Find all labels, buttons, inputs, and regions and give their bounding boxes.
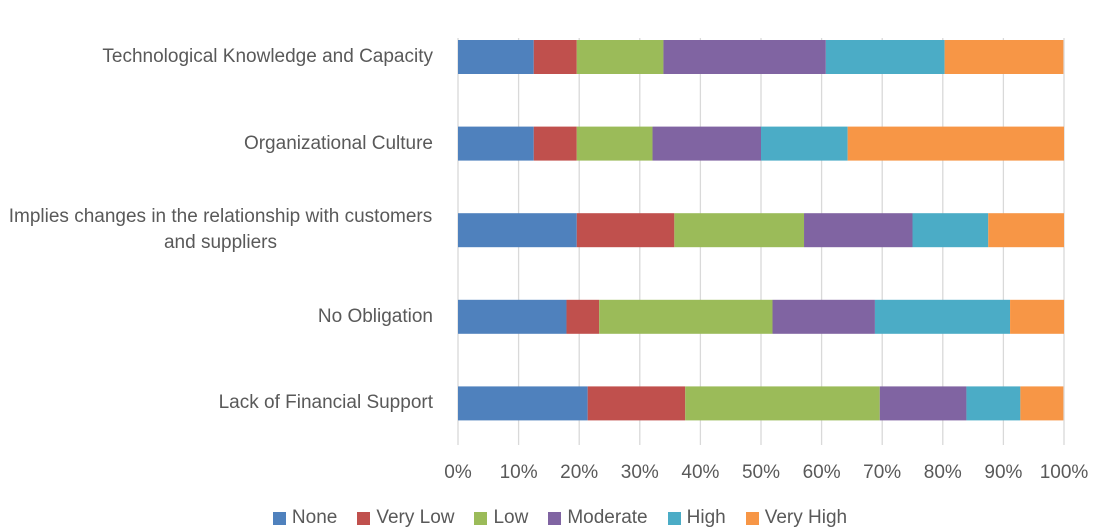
bar-segment — [458, 213, 577, 248]
x-tick-label: 100% — [1039, 462, 1089, 483]
bar-segment — [825, 40, 945, 74]
legend-swatch — [667, 511, 681, 525]
legend-label: Very Low — [376, 507, 455, 528]
legend-swatch — [745, 511, 759, 525]
bar-segment — [458, 126, 534, 161]
x-tick-label: 30% — [620, 462, 659, 483]
bar-segment — [685, 386, 880, 421]
bar-segment — [879, 386, 967, 421]
category-label: Technological Knowledge and Capacity — [102, 27, 433, 87]
bar-segment — [576, 213, 675, 248]
bar-segment — [988, 213, 1064, 248]
bar-segment — [458, 386, 588, 421]
bar-segment — [587, 386, 686, 421]
x-tick-label: 40% — [681, 462, 720, 483]
bar-segment — [533, 126, 577, 161]
legend-label: None — [291, 507, 338, 528]
legend-label: Low — [493, 507, 529, 528]
x-tick-label: 50% — [741, 462, 781, 483]
category-label: Lack of Financial Support — [219, 373, 433, 433]
legend-item: Moderate — [548, 507, 648, 529]
legend: None Very Low Low Moderate High Very High — [0, 507, 1097, 529]
legend-swatch — [272, 511, 286, 525]
x-tick-label: 20% — [560, 462, 599, 483]
bar-segment — [533, 40, 577, 74]
legend-label: Moderate — [567, 507, 648, 528]
bar-segment — [652, 126, 761, 161]
legend-item: None — [272, 507, 338, 529]
bar-segment — [566, 299, 600, 334]
bar-segment — [772, 299, 875, 334]
bar-segment — [912, 213, 989, 248]
bar-segment — [944, 40, 1064, 74]
bar-segment — [599, 299, 773, 334]
bar-segment — [576, 40, 664, 74]
x-tick-label: 80% — [923, 462, 962, 483]
bar-segment — [847, 126, 1064, 161]
category-text: Technological Knowledge and Capacity — [102, 46, 433, 67]
legend-item: Very High — [745, 507, 848, 529]
legend-item: High — [667, 507, 726, 529]
bar-segment — [1010, 299, 1064, 334]
bar-segment — [576, 126, 653, 161]
bar-segment — [874, 299, 1011, 334]
x-tick-label: 70% — [863, 462, 902, 483]
bar-segment — [761, 126, 848, 161]
legend-swatch — [357, 511, 371, 525]
category-text: Lack of Financial Support — [218, 392, 433, 414]
x-tick-label: 90% — [984, 462, 1023, 483]
category-text: Implies changes in the relationship with… — [8, 206, 433, 254]
bar-segment — [663, 40, 826, 74]
bar-segment — [458, 299, 567, 334]
category-label: Implies changes in the relationship with… — [8, 200, 433, 260]
legend-swatch — [474, 511, 488, 525]
bar-segment — [804, 213, 913, 248]
legend-label: High — [686, 507, 726, 528]
category-text: Organizational Culture — [243, 132, 433, 154]
bar-segment — [674, 213, 805, 248]
bar-segment — [966, 386, 1021, 421]
x-tick-label: 10% — [499, 462, 538, 483]
category-text: No Obligation — [317, 305, 433, 327]
category-label: Organizational Culture — [244, 114, 433, 174]
category-label: No Obligation — [318, 287, 433, 347]
bar-segment — [458, 40, 534, 74]
legend-item: Very Low — [357, 507, 454, 529]
legend-item: Low — [474, 507, 528, 529]
x-tick-label: 60% — [802, 462, 841, 483]
x-tick-label: 0% — [444, 462, 472, 483]
legend-label: Very High — [764, 507, 848, 528]
bar-segment — [1020, 386, 1064, 421]
legend-swatch — [548, 511, 562, 525]
